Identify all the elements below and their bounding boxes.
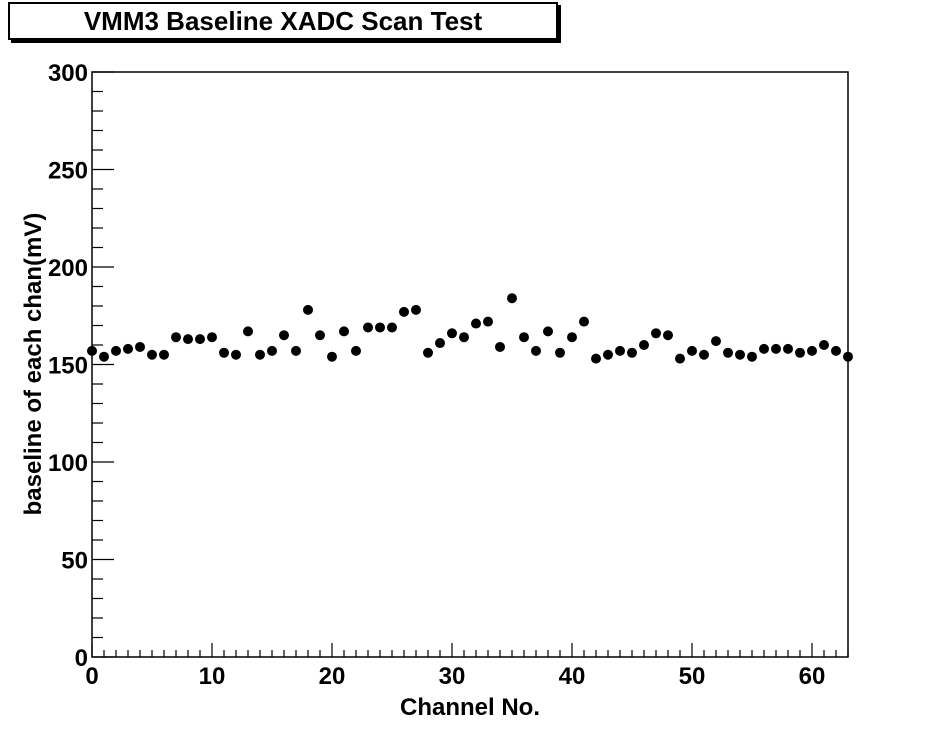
x-tick-label: 0 bbox=[85, 663, 98, 690]
y-axis-label: baseline of each chan(mV) bbox=[20, 213, 47, 516]
data-point bbox=[531, 345, 541, 356]
data-point bbox=[315, 330, 325, 341]
data-point bbox=[159, 349, 169, 360]
data-point bbox=[519, 332, 529, 343]
y-tick-label: 50 bbox=[61, 548, 88, 575]
data-point bbox=[603, 349, 613, 360]
data-point bbox=[99, 351, 109, 362]
data-point bbox=[735, 349, 745, 360]
x-tick-label: 60 bbox=[799, 663, 826, 690]
data-point bbox=[375, 322, 385, 333]
plot-frame bbox=[91, 71, 849, 658]
data-point bbox=[87, 345, 97, 356]
data-point bbox=[447, 328, 457, 339]
data-point bbox=[483, 316, 493, 327]
data-point bbox=[207, 332, 217, 343]
data-point bbox=[699, 349, 709, 360]
data-point bbox=[279, 330, 289, 341]
x-tick-label: 10 bbox=[199, 663, 226, 690]
data-point bbox=[723, 347, 733, 358]
data-point bbox=[111, 345, 121, 356]
chart-title: VMM3 Baseline XADC Scan Test bbox=[83, 5, 483, 36]
data-point bbox=[579, 316, 589, 327]
data-point bbox=[387, 322, 397, 333]
data-point bbox=[807, 345, 817, 356]
chart-title-box: VMM3 Baseline XADC Scan Test bbox=[8, 2, 558, 40]
data-point bbox=[783, 343, 793, 354]
data-point bbox=[543, 326, 553, 337]
data-point bbox=[795, 347, 805, 358]
data-point bbox=[591, 353, 601, 364]
data-point bbox=[663, 330, 673, 341]
data-point bbox=[255, 349, 265, 360]
data-point bbox=[639, 340, 649, 350]
data-point bbox=[423, 347, 433, 358]
data-point bbox=[747, 351, 757, 362]
data-point bbox=[147, 349, 157, 360]
data-point bbox=[567, 332, 577, 343]
data-point bbox=[819, 340, 829, 350]
data-point bbox=[219, 347, 229, 358]
data-point bbox=[759, 343, 769, 354]
data-point bbox=[399, 306, 409, 317]
data-point bbox=[831, 345, 841, 356]
data-point bbox=[411, 304, 421, 315]
data-point bbox=[471, 318, 481, 329]
data-point bbox=[327, 351, 337, 362]
x-tick-label: 50 bbox=[679, 663, 706, 690]
y-tick-label: 200 bbox=[48, 255, 88, 282]
data-point bbox=[495, 341, 505, 352]
data-point bbox=[351, 345, 361, 356]
data-point bbox=[627, 347, 637, 358]
data-point bbox=[771, 343, 781, 354]
data-point bbox=[507, 293, 517, 304]
y-tick-label: 100 bbox=[48, 450, 88, 477]
data-point bbox=[711, 336, 721, 347]
data-point bbox=[555, 347, 565, 358]
data-point bbox=[339, 326, 349, 337]
y-tick-label: 250 bbox=[48, 158, 88, 185]
data-point bbox=[135, 341, 145, 352]
x-tick-label: 20 bbox=[319, 663, 346, 690]
x-axis-label: Channel No. bbox=[400, 694, 540, 721]
data-point bbox=[435, 338, 445, 349]
data-points bbox=[87, 293, 853, 364]
data-point bbox=[243, 326, 253, 337]
data-point bbox=[267, 345, 277, 356]
axis-ticks bbox=[91, 71, 849, 658]
y-tick-label: 150 bbox=[48, 353, 88, 380]
data-point bbox=[675, 353, 685, 364]
x-tick-label: 40 bbox=[559, 663, 586, 690]
data-point bbox=[363, 322, 373, 333]
data-point bbox=[303, 304, 313, 315]
data-point bbox=[459, 332, 469, 343]
data-point bbox=[651, 328, 661, 339]
data-point bbox=[183, 334, 193, 345]
y-tick-label: 0 bbox=[75, 645, 88, 672]
tick-labels: 0 10 20 30 40 50 60 0 50 100 150 200 250 300 bbox=[48, 60, 825, 690]
data-point bbox=[195, 334, 205, 345]
data-point bbox=[291, 345, 301, 356]
data-point bbox=[123, 343, 133, 354]
x-tick-label: 30 bbox=[439, 663, 466, 690]
data-point bbox=[687, 345, 697, 356]
data-point bbox=[843, 351, 853, 362]
data-point bbox=[615, 345, 625, 356]
data-point bbox=[231, 349, 241, 360]
y-tick-label: 300 bbox=[48, 60, 88, 87]
data-point bbox=[171, 332, 181, 343]
